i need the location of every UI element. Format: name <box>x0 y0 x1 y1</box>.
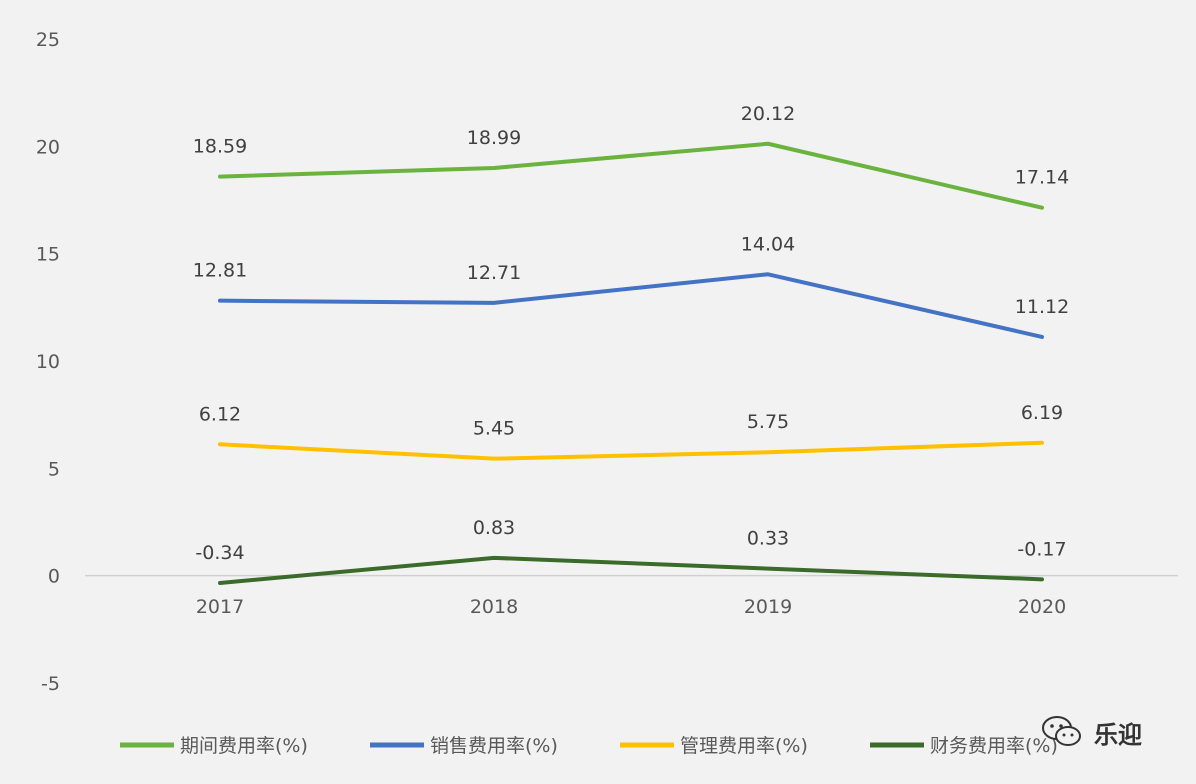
data-label: 0.33 <box>747 528 789 550</box>
series-lines <box>218 141 1044 585</box>
x-axis-ticks: 2017 2018 2019 2020 <box>196 596 1066 618</box>
data-label: 5.75 <box>747 411 789 433</box>
data-label: 6.12 <box>199 403 241 425</box>
watermark: 乐迎 <box>1040 712 1142 752</box>
legend-label: 期间费用率(%) <box>180 735 308 757</box>
data-label: 0.83 <box>473 517 515 539</box>
y-tick-label: 20 <box>36 136 60 158</box>
series-line <box>218 555 1044 585</box>
watermark-text: 乐迎 <box>1094 720 1142 749</box>
data-label: 5.45 <box>473 418 515 440</box>
series-line <box>218 272 1044 339</box>
data-label: 18.99 <box>467 127 521 149</box>
wechat-icon <box>1042 716 1081 746</box>
y-tick-label: -5 <box>41 673 60 695</box>
series-line <box>218 141 1044 210</box>
data-label: -0.34 <box>195 542 244 564</box>
x-tick-label: 2019 <box>744 596 792 618</box>
data-label: 6.19 <box>1021 402 1063 424</box>
data-labels: 18.59 18.99 20.12 17.14 12.81 12.71 14.04 11.12… <box>193 103 1069 564</box>
y-tick-label: 10 <box>36 351 60 373</box>
data-label: 14.04 <box>741 233 795 255</box>
series-line <box>218 440 1044 461</box>
data-label: 11.12 <box>1015 296 1069 318</box>
legend-label: 管理费用率(%) <box>680 735 808 757</box>
x-tick-label: 2017 <box>196 596 244 618</box>
legend: 期间费用率(%) 销售费用率(%) 管理费用率(%) 财务费用率(%) <box>120 735 1058 757</box>
data-label: 18.59 <box>193 136 247 158</box>
data-label: -0.17 <box>1017 538 1066 560</box>
legend-label: 财务费用率(%) <box>930 735 1058 757</box>
y-tick-label: 15 <box>36 244 60 266</box>
y-tick-label: 5 <box>48 458 60 480</box>
data-label: 20.12 <box>741 103 795 125</box>
y-tick-label: 25 <box>36 29 60 51</box>
data-label: 12.81 <box>193 260 247 282</box>
legend-label: 销售费用率(%) <box>430 735 558 757</box>
x-tick-label: 2020 <box>1018 596 1066 618</box>
data-label: 17.14 <box>1015 167 1069 189</box>
y-tick-label: 0 <box>48 566 60 588</box>
data-label: 12.71 <box>467 262 521 284</box>
y-axis-ticks: -5 0 5 10 15 20 25 <box>36 29 60 695</box>
x-tick-label: 2018 <box>470 596 518 618</box>
